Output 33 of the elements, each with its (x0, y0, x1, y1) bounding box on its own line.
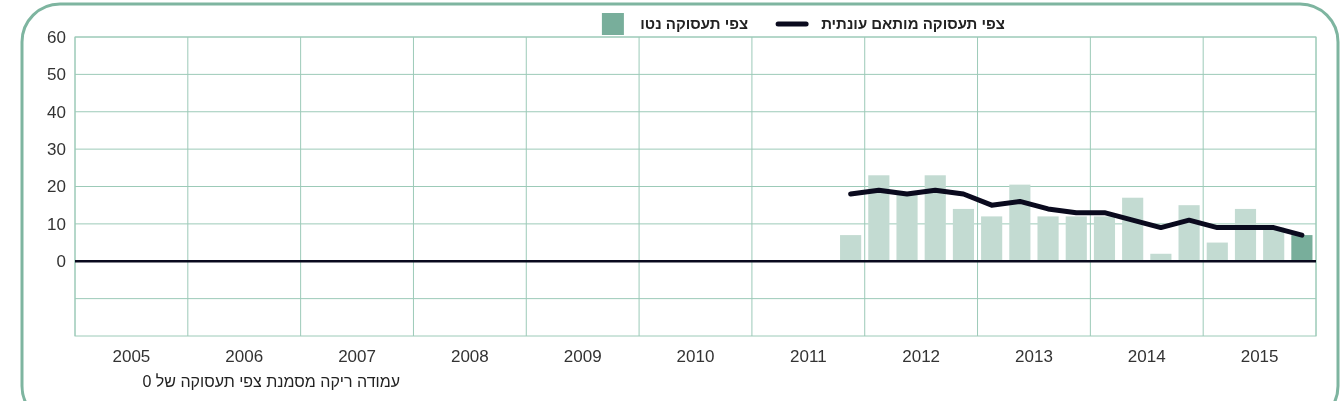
x-tick-label: 2012 (902, 347, 941, 366)
bar (1093, 216, 1116, 262)
x-tick-label: 2009 (563, 347, 602, 366)
x-tick-label: 2010 (676, 347, 715, 366)
bar (981, 216, 1003, 262)
y-tick-label: 0 (56, 252, 66, 272)
bar (840, 235, 862, 262)
bar (896, 193, 918, 262)
legend-label: צפי תעסוקה מותאם עונתית (821, 15, 1005, 33)
x-tick-label: 2006 (225, 347, 264, 366)
y-tick-label: 40 (47, 102, 66, 122)
y-tick-label: 10 (47, 214, 66, 234)
x-tick-label: 2011 (790, 347, 827, 366)
bar (952, 208, 975, 262)
x-tick-label: 2005 (112, 347, 151, 366)
x-tick-label: 2013 (1015, 347, 1053, 366)
x-tick-label: 2014 (1127, 347, 1166, 366)
text: עמודה ריקה מסמנת צפי תעסוקה של 0 (142, 373, 400, 390)
x-tick-label: 2007 (338, 347, 376, 366)
bar (868, 175, 890, 262)
x-tick-label: 2015 (1240, 347, 1279, 366)
legend-label: צפי תעסוקה נטו (640, 15, 749, 33)
y-tick-label: 20 (47, 177, 66, 197)
bar (924, 175, 946, 262)
bar (1037, 216, 1059, 262)
bar (1206, 242, 1228, 262)
bar (1291, 235, 1313, 262)
bar (1065, 216, 1087, 262)
bar (1009, 184, 1031, 262)
x-tick-label: 2008 (450, 347, 489, 366)
y-tick-label: 60 (47, 27, 66, 47)
y-tick-label: 50 (47, 65, 66, 85)
y-tick-label: 30 (47, 140, 66, 160)
